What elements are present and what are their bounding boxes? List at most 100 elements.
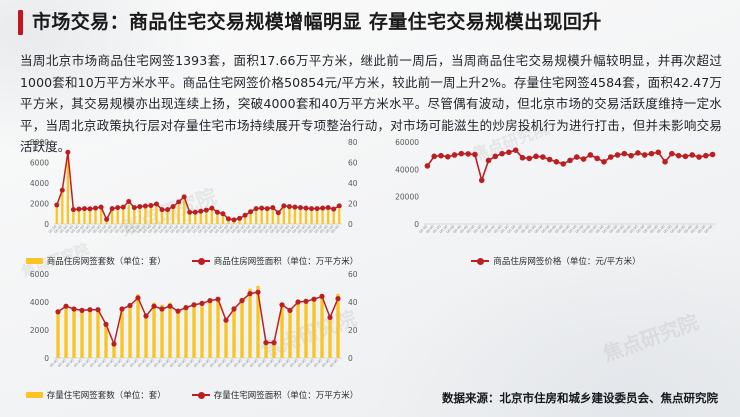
- x-axis-tick-label: 00.00: [75, 224, 85, 234]
- x-axis-tick-label: 00.00: [297, 224, 307, 234]
- chart-data-point: [594, 155, 600, 162]
- chart-data-point: [159, 306, 165, 312]
- chart-data-point: [247, 291, 253, 297]
- x-axis-tick-label: 00.00: [588, 224, 598, 234]
- chart-data-point: [135, 295, 141, 301]
- chart-data-point: [209, 205, 215, 211]
- x-axis-tick-label: 00.00: [663, 224, 673, 234]
- chart-data-point: [573, 154, 580, 160]
- legend-item[interactable]: 商品住房网签面积（单位：万平方米）: [191, 255, 358, 267]
- x-axis-tick-label: 00.00: [131, 224, 141, 234]
- x-axis-tick-label: 00.00: [137, 358, 147, 368]
- legend-item[interactable]: 商品住房网签套数（单位：套）: [25, 255, 166, 267]
- legend-label: 存量住宅网签面积（单位：万平方米）: [213, 391, 359, 401]
- x-axis-tick-label: 00.00: [170, 224, 180, 234]
- x-axis-tick-label: 00.00: [233, 358, 243, 368]
- x-axis-tick-label: 00.00: [65, 358, 75, 368]
- x-axis-tick-label: 00.00: [269, 224, 279, 234]
- chart-data-point: [279, 302, 285, 308]
- x-axis-tick-label: 00.00: [49, 358, 59, 368]
- chart-bar: [221, 214, 225, 224]
- chart-commodity-price: 020000400006000000.0000.0000.0000.0000.0…: [395, 138, 716, 234]
- x-axis-tick-labels: 00.0000.0000.0000.0000.0000.0000.0000.00…: [418, 224, 713, 234]
- x-axis-tick-label: 00.00: [236, 224, 246, 234]
- legend-item[interactable]: 存量住宅网签套数（单位：套）: [25, 389, 166, 401]
- chart-data-point: [225, 216, 231, 222]
- chart-data-point: [175, 308, 181, 314]
- x-axis-tick-label: 00.00: [319, 224, 329, 234]
- x-axis-tick-label: 00.00: [642, 224, 652, 234]
- chart-bar: [128, 304, 132, 358]
- x-axis-tick-label: 00.00: [57, 358, 67, 368]
- chart-data-point: [336, 203, 342, 209]
- chart-data-point: [95, 307, 101, 313]
- chart-data-point: [220, 211, 226, 217]
- chart-line: [56, 151, 340, 221]
- x-axis-tick-label: 00.00: [70, 224, 80, 234]
- slide-header: 市场交易：商品住宅交易规模增幅明显 存量住宅交易规模出现回升: [18, 10, 602, 35]
- chart-bar: [138, 208, 142, 224]
- y2-axis-tick-label: 20: [348, 200, 358, 209]
- legend-label: 存量住宅网签套数（单位：套）: [46, 391, 166, 401]
- x-axis-tick-label: 00.00: [217, 358, 227, 368]
- chart-data-point: [231, 217, 237, 223]
- chart-bar: [194, 213, 197, 224]
- chart-bar: [272, 342, 276, 358]
- x-axis-tick-label: 00.00: [609, 224, 619, 234]
- x-axis-tick-label: 00.00: [697, 224, 707, 234]
- chart-data-point: [281, 203, 287, 209]
- chart-data-point: [614, 152, 621, 158]
- chart-bar: [94, 209, 97, 224]
- x-axis-tick-label: 00.00: [446, 224, 456, 234]
- chart-bar: [96, 309, 100, 358]
- x-axis-tick-label: 00.00: [690, 224, 700, 234]
- x-axis-tick-label: 00.00: [303, 224, 313, 234]
- chart-bar: [312, 297, 316, 358]
- x-axis-tick-label: 00.00: [273, 358, 283, 368]
- x-axis-tick-label: 00.00: [330, 224, 340, 234]
- x-axis-tick-label: 00.00: [177, 358, 187, 368]
- chart-data-point: [648, 150, 655, 157]
- chart-bar: [271, 208, 274, 224]
- legend-item[interactable]: 商品住房网签价格（单位：元/平方米）: [471, 255, 641, 267]
- title-accent-bar: [18, 10, 23, 35]
- x-axis-tick-label: 00.00: [253, 224, 263, 234]
- chart-bar: [205, 211, 208, 224]
- x-axis-tick-label: 00.00: [225, 358, 235, 368]
- y-axis-tick-label: 6000: [30, 159, 49, 168]
- x-axis-tick-label: 00.00: [561, 224, 571, 234]
- x-axis-tick-label: 00.00: [59, 224, 69, 234]
- chart-bar: [299, 208, 302, 224]
- chart-data-point: [553, 159, 560, 165]
- legend-item[interactable]: 存量住宅网签面积（单位：万平方米）: [191, 389, 359, 401]
- y-axis-tick-label: 4000: [30, 298, 49, 307]
- x-axis-tick-label: 00.00: [513, 224, 523, 234]
- x-axis-tick-label: 00.00: [321, 358, 331, 368]
- chart-bar: [104, 322, 108, 358]
- chart-bar: [80, 309, 84, 358]
- legend-label: 商品住房网签价格（单位：元/平方米）: [493, 257, 641, 267]
- x-axis-tick-label: 00.00: [159, 224, 169, 234]
- chart-bar: [99, 208, 103, 224]
- x-axis-tick-label: 00.00: [153, 358, 163, 368]
- chart-data-point: [54, 202, 60, 208]
- legend-bar-swatch-icon: [25, 392, 43, 398]
- x-axis-tick-label: 00.00: [314, 224, 324, 234]
- chart-data-point: [655, 149, 662, 156]
- x-axis-tick-label: 00.00: [136, 224, 146, 234]
- chart-data-point: [485, 157, 492, 164]
- x-axis-tick-label: 00.00: [258, 224, 268, 234]
- chart-data-point: [533, 153, 539, 160]
- chart-data-point: [506, 149, 512, 156]
- legend-line-swatch-icon: [471, 257, 490, 266]
- chart-bar: [296, 299, 300, 358]
- chart-data-point: [431, 153, 437, 160]
- chart-data-point: [696, 154, 702, 160]
- x-axis-tick-label: 00.00: [92, 224, 102, 234]
- chart-bar: [266, 209, 269, 224]
- chart-data-point: [292, 204, 298, 210]
- chart-data-point: [104, 216, 110, 222]
- y2-axis-tick-label: 40: [348, 298, 358, 307]
- chart-panel-commodity-price: 0 20000 40000 60000 00.00 00.00 00.00 00.00 00.0…: [378, 136, 734, 267]
- x-axis-tick-label: 00.00: [121, 358, 131, 368]
